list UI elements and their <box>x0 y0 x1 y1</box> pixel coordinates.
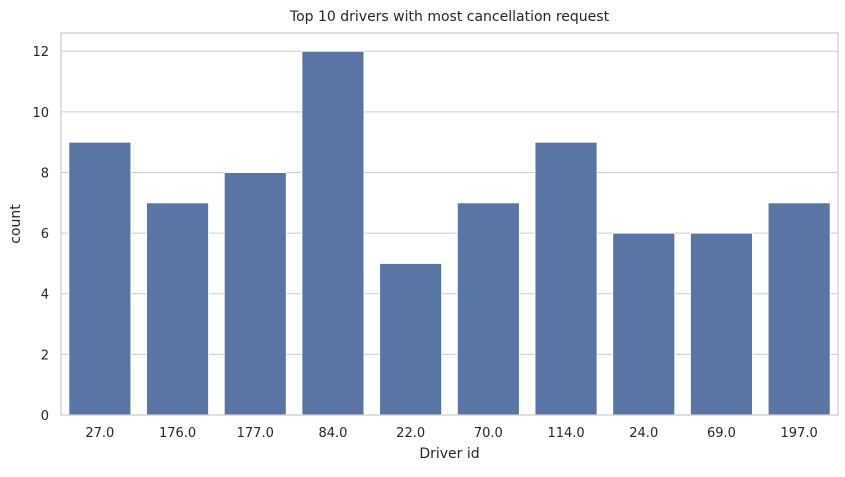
bar-22.0 <box>379 262 443 416</box>
x-tick-label: 84.0 <box>318 426 347 441</box>
bar-70.0 <box>456 202 520 416</box>
bar-177.0 <box>223 171 287 416</box>
chart-title: Top 10 drivers with most cancellation re… <box>289 9 610 25</box>
y-tick-label: 12 <box>32 45 49 60</box>
x-tick-label: 24.0 <box>629 426 658 441</box>
y-axis-label: count <box>8 204 24 244</box>
bar-114.0 <box>534 141 598 416</box>
x-tick-labels: 27.0 176.0 177.0 84.0 22.0 70.0 114.0 24.0 69.0 1… <box>85 426 817 441</box>
x-tick-label: 70.0 <box>474 426 503 441</box>
x-tick-label: 176.0 <box>159 426 196 441</box>
y-tick-label: 10 <box>32 106 49 121</box>
x-tick-label: 69.0 <box>707 426 736 441</box>
x-tick-label: 197.0 <box>781 426 818 441</box>
x-tick-label: 177.0 <box>237 426 274 441</box>
x-axis-label: Driver id <box>419 446 479 462</box>
bars <box>68 50 831 416</box>
bar-27.0 <box>68 141 132 416</box>
bar-84.0 <box>301 50 365 416</box>
y-tick-label: 2 <box>41 348 49 363</box>
x-tick-label: 27.0 <box>85 426 114 441</box>
bar-197.0 <box>767 202 831 416</box>
y-tick-label: 0 <box>41 409 49 424</box>
bar-24.0 <box>612 232 676 416</box>
x-tick-label: 114.0 <box>547 426 584 441</box>
y-tick-label: 8 <box>41 166 49 181</box>
x-tick-label: 22.0 <box>396 426 425 441</box>
axes-frame <box>60 32 839 416</box>
y-tick-label: 4 <box>41 288 49 303</box>
bar-176.0 <box>145 202 210 416</box>
y-tick-label: 6 <box>41 227 49 242</box>
y-tick-labels: 0 2 4 6 8 10 12 <box>32 45 49 424</box>
bar-69.0 <box>689 232 754 416</box>
